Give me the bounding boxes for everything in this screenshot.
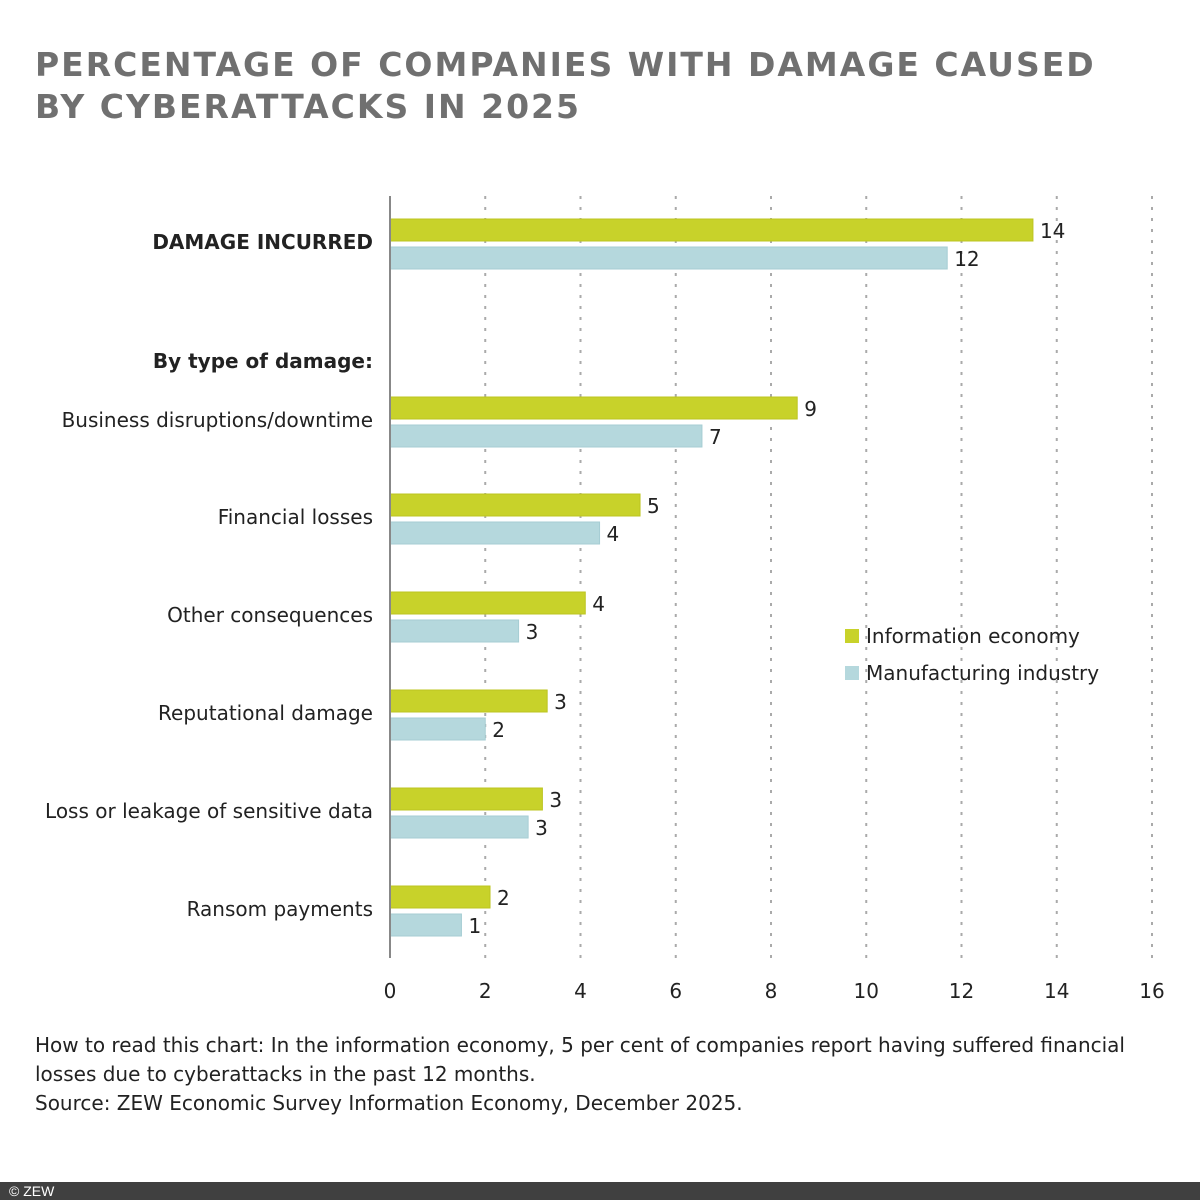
data-label: 7 — [709, 425, 722, 449]
category-label: Other consequences — [167, 603, 373, 627]
bar-manufacturing — [389, 913, 462, 937]
x-tick-label: 2 — [479, 979, 492, 1003]
legend-swatch — [845, 666, 859, 680]
x-tick-label: 6 — [669, 979, 682, 1003]
section-label: By type of damage: — [153, 349, 373, 373]
chart-note: How to read this chart: In the informati… — [35, 1031, 1185, 1118]
bar-manufacturing — [389, 717, 486, 741]
chart-title: PERCENTAGE OF COMPANIES WITH DAMAGE CAUS… — [35, 45, 1096, 126]
data-label: 3 — [554, 690, 567, 714]
bar-manufacturing — [389, 619, 520, 643]
legend-swatch — [845, 629, 859, 643]
x-tick-label: 16 — [1139, 979, 1164, 1003]
bar-information — [389, 591, 586, 615]
data-label: 2 — [497, 886, 510, 910]
x-tick-label: 12 — [949, 979, 974, 1003]
legend-label: Information economy — [866, 624, 1080, 648]
bar-information — [389, 218, 1034, 242]
x-tick-label: 14 — [1044, 979, 1069, 1003]
bar-information — [389, 396, 798, 420]
bar-manufacturing — [389, 246, 948, 270]
legend-label: Manufacturing industry — [866, 661, 1099, 685]
category-label: Reputational damage — [158, 701, 373, 725]
data-label: 14 — [1040, 219, 1065, 243]
x-tick-label: 4 — [574, 979, 587, 1003]
data-label: 9 — [804, 397, 817, 421]
source-note: Source: ZEW Economic Survey Information … — [35, 1091, 743, 1115]
data-label: 1 — [468, 914, 481, 938]
bar-manufacturing — [389, 815, 529, 839]
data-label: 4 — [592, 592, 605, 616]
category-label: DAMAGE INCURRED — [152, 230, 373, 254]
bar-manufacturing — [389, 521, 601, 545]
data-label: 3 — [535, 816, 548, 840]
data-label: 5 — [647, 494, 660, 518]
category-label: Financial losses — [218, 505, 373, 529]
bar-information — [389, 885, 491, 909]
bar-information — [389, 787, 543, 811]
bar-information — [389, 689, 548, 713]
x-tick-label: 10 — [854, 979, 879, 1003]
bar-information — [389, 493, 641, 517]
data-label: 3 — [549, 788, 562, 812]
x-tick-label: 8 — [765, 979, 778, 1003]
bar-manufacturing — [389, 424, 703, 448]
x-tick-label: 0 — [384, 979, 397, 1003]
data-label: 2 — [492, 718, 505, 742]
category-label: Business disruptions/downtime — [62, 408, 373, 432]
category-label: Loss or leakage of sensitive data — [45, 799, 373, 823]
category-label: Ransom payments — [187, 897, 373, 921]
data-label: 3 — [526, 620, 539, 644]
data-label: 12 — [954, 247, 979, 271]
copyright-footer: © ZEW — [0, 1182, 1200, 1200]
data-label: 4 — [607, 522, 620, 546]
how-to-read-note: How to read this chart: In the informati… — [35, 1033, 1125, 1086]
